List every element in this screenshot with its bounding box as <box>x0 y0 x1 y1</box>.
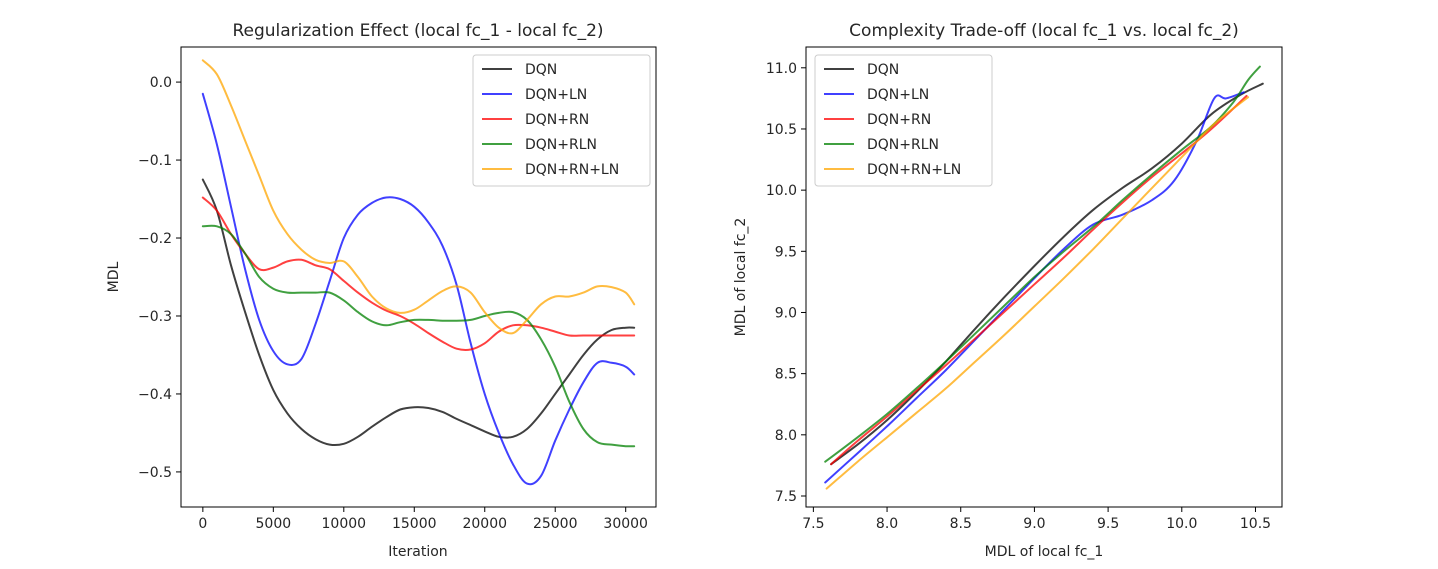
legend-frame <box>814 54 993 187</box>
legend-label: DQN+RN+LN <box>867 162 961 178</box>
legend-label: DQN+RN+LN <box>525 162 619 178</box>
series-line-dqn-ln <box>824 91 1245 484</box>
y-tick-label: 10.5 <box>766 122 797 138</box>
x-tick-label: 8.5 <box>950 516 972 532</box>
y-tick-label: −0.4 <box>138 387 172 403</box>
plot-frame <box>805 46 1283 508</box>
legend-label: DQN+LN <box>867 87 929 103</box>
x-axis-label: Iteration <box>388 544 447 560</box>
x-tick-label: 15000 <box>392 516 437 532</box>
legend: DQN DQN+LN DQN+RN DQN+RLN DQN+RN+LN <box>472 54 651 187</box>
legend-label: DQN <box>867 62 899 78</box>
legend-frame <box>472 54 651 187</box>
chart-title: Regularization Effect (local fc_1 - loca… <box>232 21 603 41</box>
y-axis-label: MDL of local fc_2 <box>733 218 749 337</box>
y-tick-label: −0.2 <box>138 231 172 247</box>
legend-label: DQN+RLN <box>525 137 597 153</box>
legend-label: DQN+RLN <box>867 137 939 153</box>
series-line-dqn <box>201 178 636 447</box>
x-tick-label: 0 <box>198 516 207 532</box>
y-tick-label: 0.0 <box>150 75 172 91</box>
x-tick-label: 9.5 <box>1097 516 1119 532</box>
x-tick-label: 5000 <box>256 516 292 532</box>
x-tick-label: 10000 <box>322 516 367 532</box>
y-tick-label: −0.5 <box>138 465 172 481</box>
legend-label: DQN <box>525 62 557 78</box>
legend-label: DQN+RN <box>525 112 589 128</box>
series-line-dqn-rn <box>201 196 636 351</box>
y-tick-label: −0.3 <box>138 309 172 325</box>
y-tick-label: 9.0 <box>775 305 797 321</box>
x-tick-label: 10.0 <box>1166 516 1197 532</box>
legend-label: DQN+LN <box>525 87 587 103</box>
complexity-tradeoff-chart: Complexity Trade-off (local fc_1 vs. loc… <box>733 21 1283 560</box>
y-tick-label: 9.5 <box>775 244 797 260</box>
plot-frame <box>180 46 657 508</box>
x-tick-label: 30000 <box>603 516 648 532</box>
regularization-effect-chart: Regularization Effect (local fc_1 - loca… <box>106 21 657 560</box>
legend: DQN DQN+LN DQN+RN DQN+RLN DQN+RN+LN <box>814 54 993 187</box>
y-tick-label: 8.5 <box>775 367 797 383</box>
x-tick-label: 20000 <box>462 516 507 532</box>
x-tick-label: 9.0 <box>1023 516 1045 532</box>
x-tick-label: 25000 <box>533 516 578 532</box>
series-line-dqn-rn <box>830 94 1248 466</box>
x-tick-label: 10.5 <box>1240 516 1271 532</box>
y-tick-label: 8.0 <box>775 428 797 444</box>
series-line-dqn-rn-ln <box>825 96 1250 490</box>
chart-title: Complexity Trade-off (local fc_1 vs. loc… <box>849 21 1239 41</box>
series-line-dqn <box>830 82 1264 466</box>
y-tick-label: 10.0 <box>766 183 797 199</box>
y-tick-label: 7.5 <box>775 489 797 505</box>
y-tick-label: −0.1 <box>138 153 172 169</box>
x-tick-label: 8.0 <box>876 516 898 532</box>
y-tick-label: 11.0 <box>766 61 797 77</box>
x-tick-label: 7.5 <box>802 516 824 532</box>
series-line-dqn-ln <box>201 92 636 486</box>
y-axis-label: MDL <box>106 261 122 292</box>
x-axis-label: MDL of local fc_1 <box>985 544 1104 560</box>
series-line-dqn-rln <box>201 224 636 448</box>
series-line-dqn-rn-ln <box>201 59 636 335</box>
legend-label: DQN+RN <box>867 112 931 128</box>
